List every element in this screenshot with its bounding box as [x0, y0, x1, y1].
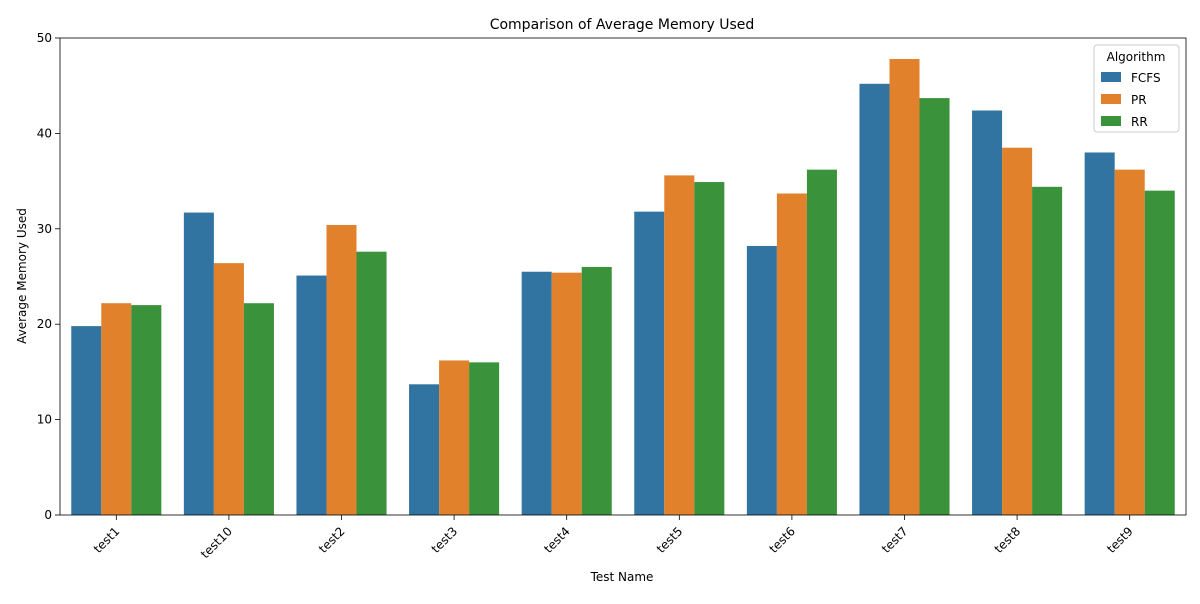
bar-fcfs-test7 [859, 83, 890, 515]
bar-fcfs-test9 [1084, 152, 1115, 516]
x-tick-label-test7: test7 [879, 524, 911, 556]
chart-title: Comparison of Average Memory Used [490, 17, 755, 33]
legend: Algorithm FCFS PR RR [1093, 44, 1180, 133]
bar-pr-test7 [889, 58, 920, 516]
y-tick-label: 10 [37, 413, 52, 427]
bar-pr-test9 [1114, 169, 1145, 515]
x-tick-label-test6: test6 [766, 524, 798, 556]
bar-fcfs-test1 [71, 326, 102, 515]
x-axis-label: Test Name [590, 570, 654, 584]
legend-items: FCFS PR RR [1101, 71, 1161, 129]
bar-rr-test10 [243, 303, 274, 515]
bar-rr-test5 [694, 182, 725, 516]
bar-fcfs-test5 [634, 211, 665, 515]
legend-label-fcfs: FCFS [1131, 71, 1161, 85]
bar-rr-test2 [356, 251, 387, 515]
legend-swatch-fcfs [1101, 72, 1121, 82]
y-tick-label: 30 [37, 222, 52, 236]
bar-fcfs-test10 [183, 212, 214, 515]
y-tick-label: 40 [37, 126, 52, 140]
legend-label-pr: PR [1131, 93, 1147, 107]
legend-title: Algorithm [1107, 50, 1166, 64]
bar-rr-test6 [806, 169, 837, 515]
bar-pr-test2 [326, 224, 357, 516]
y-tick-label: 20 [37, 317, 52, 331]
x-tick-label-test2: test2 [316, 524, 348, 556]
y-tick-label: 0 [44, 508, 52, 522]
bar-fcfs-test3 [409, 384, 440, 515]
bar-rr-test7 [919, 98, 950, 515]
x-tick-label-test3: test3 [429, 524, 461, 556]
bar-rr-test8 [1032, 186, 1063, 515]
x-tick-label-test8: test8 [992, 524, 1024, 556]
bar-pr-test1 [101, 303, 132, 515]
bar-rr-test1 [131, 305, 162, 515]
x-tick-label-test4: test4 [541, 524, 573, 556]
legend-label-rr: RR [1131, 115, 1148, 129]
x-tick-label-test9: test9 [1104, 524, 1136, 556]
x-axis: test1 test10 test2 test3 test4 test5 test6 test… [91, 515, 1136, 561]
bars-group [71, 58, 1175, 516]
bar-pr-test3 [439, 360, 470, 515]
bar-pr-test8 [1002, 147, 1033, 515]
x-tick-label-test5: test5 [654, 524, 686, 556]
bar-rr-test3 [469, 362, 500, 515]
y-tick-label: 50 [37, 31, 52, 45]
y-axis: 0 10 20 30 40 50 [37, 31, 60, 522]
bar-fcfs-test6 [746, 245, 777, 515]
y-axis-label: Average Memory Used [15, 208, 29, 344]
bar-pr-test6 [776, 193, 807, 515]
legend-box [1093, 44, 1180, 133]
plot-frame [59, 37, 1187, 516]
bar-rr-test9 [1144, 190, 1175, 515]
bar-pr-test10 [213, 263, 244, 515]
legend-swatch-rr [1101, 116, 1121, 126]
bar-fcfs-test8 [972, 110, 1003, 515]
bar-fcfs-test4 [521, 271, 552, 515]
bar-pr-test5 [664, 175, 695, 515]
bar-rr-test4 [581, 266, 612, 515]
bar-pr-test4 [551, 272, 582, 515]
legend-swatch-pr [1101, 94, 1121, 104]
bar-fcfs-test2 [296, 275, 327, 515]
x-tick-label-test10: test10 [198, 524, 235, 561]
x-tick-label-test1: test1 [91, 524, 123, 556]
